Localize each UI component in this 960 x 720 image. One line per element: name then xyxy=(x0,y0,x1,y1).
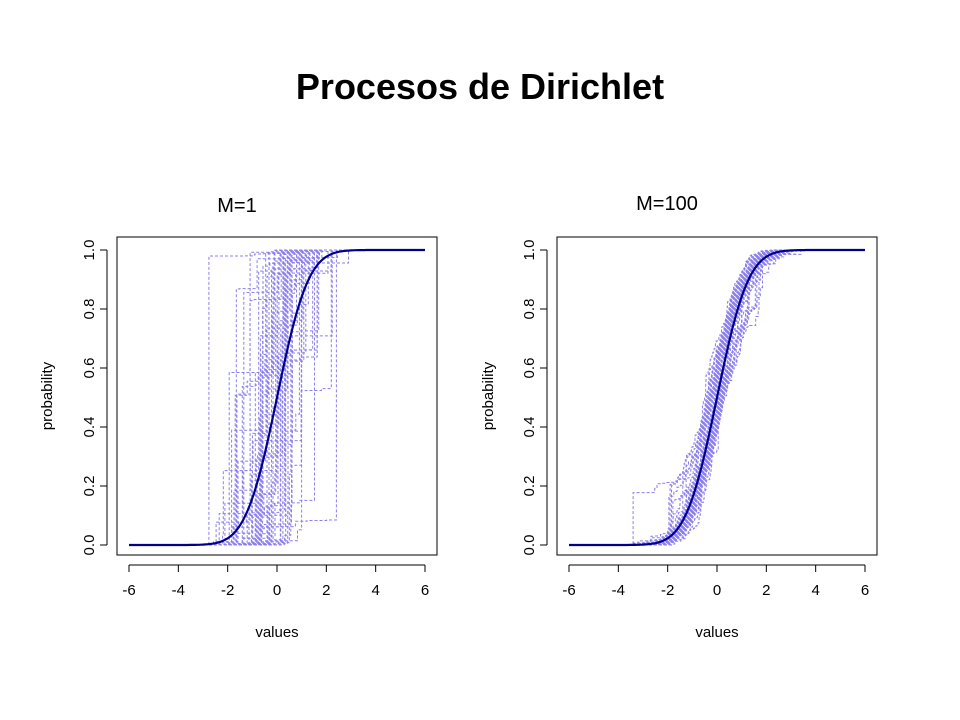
y-tick-label: 0.6 xyxy=(81,358,98,379)
sample-path xyxy=(129,249,425,546)
y-axis-label: probability xyxy=(39,361,56,430)
sample-path xyxy=(129,249,425,546)
sample-path xyxy=(129,249,425,546)
main-title: Procesos de Dirichlet xyxy=(295,66,665,107)
y-tick-label: 0.0 xyxy=(521,535,538,556)
x-axis-label: values xyxy=(695,624,738,641)
x-tick-label: 6 xyxy=(421,582,429,599)
sample-path xyxy=(129,249,425,546)
sample-path xyxy=(129,249,425,546)
sample-path xyxy=(129,249,425,546)
x-tick-label: -2 xyxy=(661,582,674,599)
y-tick-label: 0.8 xyxy=(521,299,538,320)
y-tick-label: 0.2 xyxy=(81,476,98,497)
sample-path xyxy=(129,249,425,546)
sample-path xyxy=(129,249,425,546)
sample-path xyxy=(569,249,865,546)
x-tick-label: -6 xyxy=(562,582,575,599)
plot-frame xyxy=(116,236,438,556)
y-tick-label: 1.0 xyxy=(521,240,538,261)
sample-path xyxy=(569,249,865,546)
sample-path xyxy=(569,249,865,546)
panel-title: M=100 xyxy=(636,193,698,215)
sample-path xyxy=(129,249,425,546)
y-axis: 0.0 0.2 0.4 0.6 0.8 1.0 probability xyxy=(39,240,108,556)
y-axis-label: probability xyxy=(480,361,497,430)
plot-frame xyxy=(556,236,878,556)
sample-path xyxy=(129,249,425,546)
x-tick-label: -4 xyxy=(172,582,185,599)
sample-path xyxy=(569,249,865,546)
x-tick-label: 4 xyxy=(371,582,379,599)
sample-path xyxy=(129,249,425,546)
x-tick-label: -6 xyxy=(122,582,135,599)
x-tick-label: 2 xyxy=(762,582,770,599)
x-tick-label: 0 xyxy=(273,582,281,599)
x-axis: -6 -4 -2 0 2 4 6 values xyxy=(562,564,869,641)
sample-path xyxy=(129,249,425,546)
x-tick-label: -2 xyxy=(221,582,234,599)
y-tick-label: 0.4 xyxy=(521,417,538,438)
y-tick-label: 0.6 xyxy=(521,358,538,379)
chart-panel-m100: M=100 -6 -4 -2 0 2 4 6 values 0.0 0.2 0.4 0.6 0.8 1.0 p… xyxy=(480,193,878,641)
sample-path xyxy=(129,249,425,546)
sample-path xyxy=(129,249,425,546)
sample-path xyxy=(569,249,865,546)
x-tick-label: 4 xyxy=(811,582,819,599)
y-tick-label: 0.4 xyxy=(81,417,98,438)
x-tick-label: 0 xyxy=(713,582,721,599)
sample-path xyxy=(129,249,425,546)
x-tick-label: 2 xyxy=(322,582,330,599)
sample-path xyxy=(569,249,865,546)
sample-path xyxy=(129,249,425,546)
panel-title: M=1 xyxy=(217,195,256,217)
y-axis: 0.0 0.2 0.4 0.6 0.8 1.0 probability xyxy=(480,240,548,556)
y-tick-label: 0.8 xyxy=(81,299,98,320)
y-tick-label: 1.0 xyxy=(81,240,98,261)
chart-panel-m1: M=1 -6 -4 -2 0 2 4 6 values 0.0 0.2 0.4 0.6 0.8 1.0 pro… xyxy=(39,195,438,641)
base-cdf-line xyxy=(569,248,865,547)
base-cdf-line xyxy=(129,248,425,547)
sample-path xyxy=(129,249,425,546)
y-tick-label: 0.0 xyxy=(81,535,98,556)
x-axis: -6 -4 -2 0 2 4 6 values xyxy=(122,564,429,641)
y-tick-label: 0.2 xyxy=(521,476,538,497)
x-axis-label: values xyxy=(255,624,298,641)
x-tick-label: 6 xyxy=(861,582,869,599)
x-tick-label: -4 xyxy=(612,582,625,599)
